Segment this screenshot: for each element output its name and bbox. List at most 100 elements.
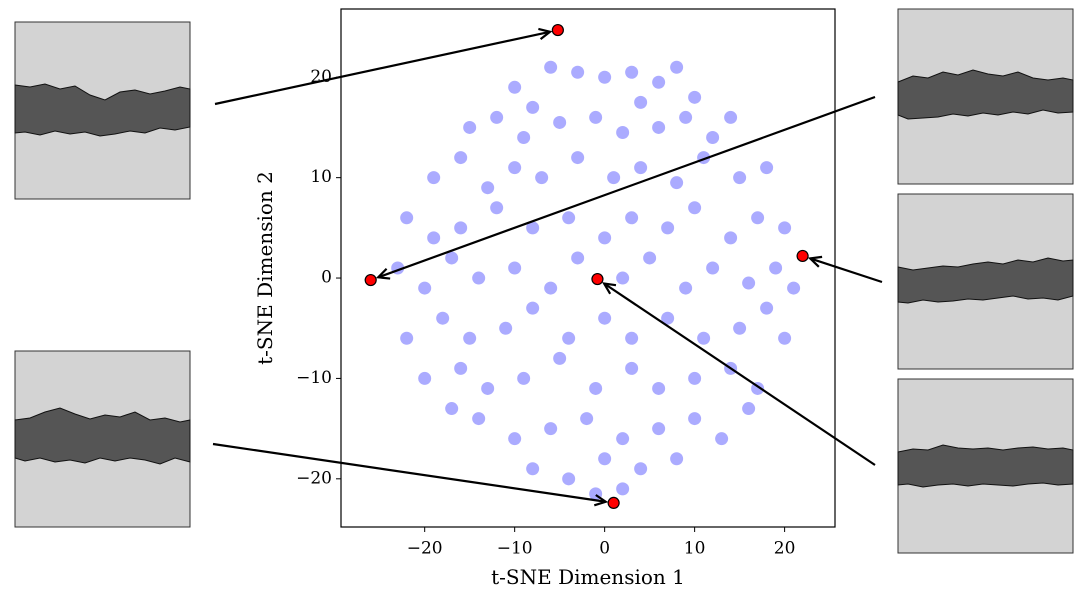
point xyxy=(580,412,594,426)
point xyxy=(544,422,558,436)
point xyxy=(733,171,747,185)
highlighted-point xyxy=(796,249,809,263)
point xyxy=(643,251,657,265)
inset-bottom-left xyxy=(14,350,191,528)
point xyxy=(517,371,531,385)
point xyxy=(445,251,459,265)
point xyxy=(553,115,567,129)
point xyxy=(526,301,540,315)
point xyxy=(472,412,486,426)
point xyxy=(607,171,621,185)
point xyxy=(616,125,630,139)
point xyxy=(481,181,495,195)
point xyxy=(508,432,522,446)
point xyxy=(598,311,612,325)
y-tick-label: 10 xyxy=(310,167,332,187)
point xyxy=(760,301,774,315)
x-tick-label: −10 xyxy=(497,539,533,559)
arrow xyxy=(212,442,606,503)
point xyxy=(652,422,666,436)
point xyxy=(508,261,522,275)
point xyxy=(544,60,558,74)
y-tick-label: −20 xyxy=(296,468,332,488)
point xyxy=(688,412,702,426)
arrow xyxy=(603,282,876,466)
point xyxy=(400,211,414,225)
point xyxy=(427,231,441,245)
arrow-head xyxy=(375,267,391,280)
point xyxy=(706,130,720,144)
point xyxy=(598,70,612,84)
highlighted-point xyxy=(591,272,604,286)
point xyxy=(418,371,432,385)
point xyxy=(634,462,648,476)
arrow-head xyxy=(601,282,617,295)
point xyxy=(616,432,630,446)
point xyxy=(688,90,702,104)
arrow-head xyxy=(593,494,609,507)
x-tick-label: 20 xyxy=(774,539,796,559)
point xyxy=(724,231,738,245)
point xyxy=(535,171,549,185)
x-tick-label: 0 xyxy=(599,539,610,559)
point xyxy=(562,211,576,225)
point xyxy=(706,261,720,275)
point xyxy=(688,371,702,385)
arrow xyxy=(809,257,883,284)
x-axis-label: t-SNE Dimension 1 xyxy=(491,565,685,589)
point xyxy=(499,321,513,335)
point xyxy=(508,161,522,175)
point xyxy=(589,110,603,124)
point xyxy=(490,110,504,124)
point xyxy=(400,331,414,345)
point xyxy=(463,331,477,345)
y-tick-label: 0 xyxy=(321,268,332,288)
point xyxy=(481,381,495,395)
x-tick-label: 10 xyxy=(684,539,706,559)
x-tick-label: −20 xyxy=(407,539,443,559)
point xyxy=(787,281,801,295)
point xyxy=(454,151,468,165)
point xyxy=(616,271,630,285)
point xyxy=(553,351,567,365)
highlighted-point xyxy=(607,496,620,510)
point xyxy=(427,171,441,185)
point xyxy=(454,221,468,235)
arrow-head xyxy=(807,255,823,268)
point xyxy=(544,281,558,295)
arrow xyxy=(214,30,551,106)
point xyxy=(571,251,585,265)
point xyxy=(598,452,612,466)
point xyxy=(769,261,783,275)
point xyxy=(526,462,540,476)
point xyxy=(490,201,504,215)
point xyxy=(445,402,459,416)
point xyxy=(661,221,675,235)
point xyxy=(562,472,576,486)
point xyxy=(634,161,648,175)
point xyxy=(589,381,603,395)
arrow-head xyxy=(538,27,553,41)
inset-right-top xyxy=(897,8,1074,185)
point xyxy=(472,271,486,285)
point xyxy=(436,311,450,325)
y-tick-label: −10 xyxy=(296,368,332,388)
point xyxy=(526,100,540,114)
point xyxy=(517,130,531,144)
y-axis-label: t-SNE Dimension 2 xyxy=(253,171,277,365)
point xyxy=(652,75,666,89)
point xyxy=(571,151,585,165)
point xyxy=(724,110,738,124)
point xyxy=(463,120,477,134)
highlighted-point xyxy=(551,23,564,37)
point xyxy=(778,221,792,235)
inset-right-middle xyxy=(897,193,1074,370)
arrow xyxy=(377,95,876,279)
point xyxy=(625,361,639,375)
point xyxy=(508,80,522,94)
point xyxy=(733,321,747,335)
point xyxy=(625,211,639,225)
point xyxy=(526,221,540,235)
point xyxy=(751,211,765,225)
